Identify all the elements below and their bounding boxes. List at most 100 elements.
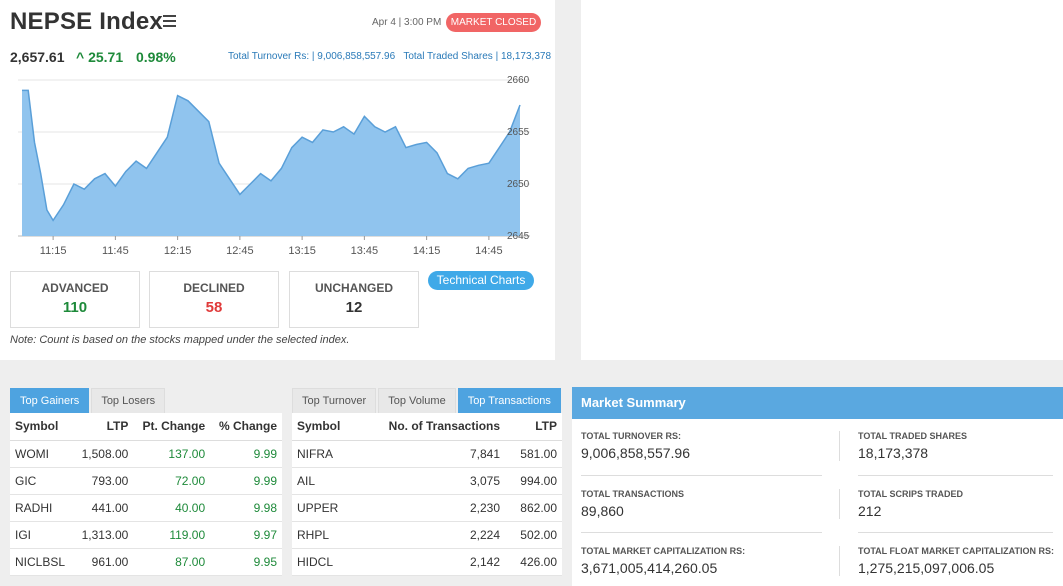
- table-row[interactable]: NICLBSL 961.00 87.00 9.95: [10, 548, 282, 576]
- summary-market-cap: TOTAL MARKET CAPITALIZATION RS: 3,671,00…: [581, 546, 745, 576]
- chart-line: [22, 89, 521, 222]
- total-traded-shares-text: Total Traded Shares | 18,173,378: [403, 51, 552, 62]
- table-row[interactable]: IGI 1,313.00 119.00 9.97: [10, 521, 282, 549]
- scrips-label: TOTAL SCRIPS TRADED: [858, 489, 964, 499]
- value-cell: 2,230: [357, 494, 506, 522]
- table-row[interactable]: NIFRA 7,841 581.00: [292, 440, 562, 468]
- technical-charts-button[interactable]: Technical Charts: [428, 271, 534, 290]
- advanced-value: 110: [62, 299, 88, 316]
- value-cell: 7,841: [357, 440, 506, 468]
- x-tick-label: 12:45: [226, 245, 254, 257]
- declined-count-box: DECLINED 58: [149, 271, 279, 328]
- scrips-value: 212: [858, 503, 882, 519]
- transactions-value: 89,860: [581, 503, 624, 519]
- tab-top-losers[interactable]: Top Losers: [91, 388, 166, 413]
- unchanged-label: UNCHANGED: [315, 281, 393, 295]
- tab-top-gainers[interactable]: Top Gainers: [10, 388, 90, 413]
- index-percent-change: 0.98%: [136, 49, 176, 65]
- x-tick-label: 13:45: [351, 245, 379, 257]
- value-cell: 502.00: [505, 521, 562, 549]
- col-transactions: No. of Transactions: [357, 413, 506, 441]
- value-cell: 40.00: [133, 494, 211, 522]
- market-cap-label: TOTAL MARKET CAPITALIZATION RS:: [581, 546, 746, 556]
- table-header-row: Symbol No. of Transactions LTP: [292, 413, 562, 441]
- value-cell: 137.00: [133, 440, 211, 468]
- turnover-summary-line: Total Turnover Rs: | 9,006,858,557.96 To…: [228, 51, 551, 62]
- x-tick-label: 12:15: [164, 245, 192, 257]
- summary-float-cap: TOTAL FLOAT MARKET CAPITALIZATION RS: 1,…: [858, 546, 1054, 576]
- index-panel: NEPSE Index Apr 4 | 3:00 PM MARKET CLOSE…: [0, 0, 555, 360]
- symbol-cell[interactable]: RHPL: [292, 521, 358, 549]
- turnover-value: 9,006,858,557.96: [581, 445, 690, 461]
- value-cell: 1,313.00: [73, 521, 134, 549]
- top-gainers-table: Symbol LTP Pt. Change % Change WOMI 1,508…: [10, 413, 282, 576]
- index-intraday-chart[interactable]: 2660 2655 2650 2645 11:15 11:45 12:15 12:45 13:…: [0, 68, 555, 263]
- divider: [839, 431, 840, 461]
- market-status-badge: MARKET CLOSED: [446, 13, 541, 32]
- x-tick-label: 13:15: [288, 245, 316, 257]
- tab-top-transactions[interactable]: Top Transactions: [457, 388, 561, 413]
- value-cell: 862.00: [505, 494, 562, 522]
- symbol-cell[interactable]: AIL: [292, 467, 358, 495]
- table-row[interactable]: RADHI 441.00 40.00 9.98: [10, 494, 282, 522]
- symbol-cell[interactable]: NIFRA: [292, 440, 358, 468]
- y-tick-label: 2645: [507, 231, 530, 242]
- value-cell: 793.00: [73, 467, 134, 495]
- summary-transactions: TOTAL TRANSACTIONS 89,860: [581, 489, 684, 519]
- advanced-count-box: ADVANCED 110: [10, 271, 140, 328]
- traded-shares-label: TOTAL TRADED SHARES: [858, 431, 968, 441]
- chart-area-fill: [22, 90, 520, 237]
- divider: [839, 489, 840, 519]
- symbol-cell[interactable]: NICLBSL: [10, 548, 74, 576]
- divider: [858, 475, 1053, 476]
- symbol-cell[interactable]: IGI: [10, 521, 74, 549]
- table-row[interactable]: HIDCL 2,142 426.00: [292, 548, 562, 576]
- declined-label: DECLINED: [183, 281, 245, 295]
- blank-panel: [581, 0, 1063, 360]
- value-cell: 2,142: [357, 548, 506, 576]
- float-cap-value: 1,275,215,097,006.05: [858, 560, 995, 576]
- value-cell: 1,508.00: [73, 440, 134, 468]
- tab-top-turnover[interactable]: Top Turnover: [292, 388, 377, 413]
- divider: [581, 475, 822, 476]
- value-cell: 994.00: [505, 467, 562, 495]
- menu-icon[interactable]: [163, 15, 176, 29]
- value-cell: 2,224: [357, 521, 506, 549]
- col-ltp: LTP: [73, 413, 134, 441]
- symbol-cell[interactable]: HIDCL: [292, 548, 358, 576]
- value-cell: 72.00: [133, 467, 211, 495]
- summary-scrips-traded: TOTAL SCRIPS TRADED 212: [858, 489, 963, 519]
- turnover-label: TOTAL TURNOVER RS:: [581, 431, 682, 441]
- divider: [839, 546, 840, 576]
- market-summary-panel: Market Summary TOTAL TURNOVER RS: 9,006,…: [572, 387, 1063, 586]
- table-row[interactable]: UPPER 2,230 862.00: [292, 494, 562, 522]
- index-note: Note: Count is based on the stocks mappe…: [10, 334, 350, 346]
- total-turnover-text: Total Turnover Rs: | 9,006,858,557.96: [228, 51, 396, 62]
- table-row[interactable]: GIC 793.00 72.00 9.99: [10, 467, 282, 495]
- divider: [858, 532, 1053, 533]
- index-title: NEPSE Index: [10, 8, 163, 35]
- declined-value: 58: [205, 299, 223, 316]
- value-cell: 9.98: [210, 494, 282, 522]
- value-cell: 9.99: [210, 467, 282, 495]
- table-row[interactable]: AIL 3,075 994.00: [292, 467, 562, 495]
- symbol-cell[interactable]: UPPER: [292, 494, 358, 522]
- table-row[interactable]: WOMI 1,508.00 137.00 9.99: [10, 440, 282, 468]
- symbol-cell[interactable]: GIC: [10, 467, 74, 495]
- value-cell: 9.97: [210, 521, 282, 549]
- symbol-cell[interactable]: RADHI: [10, 494, 74, 522]
- gainers-tabs: Top Gainers Top Losers: [10, 388, 167, 413]
- table-row[interactable]: RHPL 2,224 502.00: [292, 521, 562, 549]
- table-header-row: Symbol LTP Pt. Change % Change: [10, 413, 282, 441]
- symbol-cell[interactable]: WOMI: [10, 440, 74, 468]
- market-cap-value: 3,671,005,414,260.05: [581, 560, 718, 576]
- unchanged-count-box: UNCHANGED 12: [289, 271, 419, 328]
- summary-traded-shares: TOTAL TRADED SHARES 18,173,378: [858, 431, 967, 461]
- col-pt-change: Pt. Change: [133, 413, 211, 441]
- divider: [581, 532, 822, 533]
- col-symbol: Symbol: [10, 413, 74, 441]
- tab-top-volume[interactable]: Top Volume: [378, 388, 456, 413]
- market-summary-title: Market Summary: [572, 387, 1063, 419]
- value-cell: 9.95: [210, 548, 282, 576]
- activity-tabs: Top Turnover Top Volume Top Transactions: [292, 388, 563, 413]
